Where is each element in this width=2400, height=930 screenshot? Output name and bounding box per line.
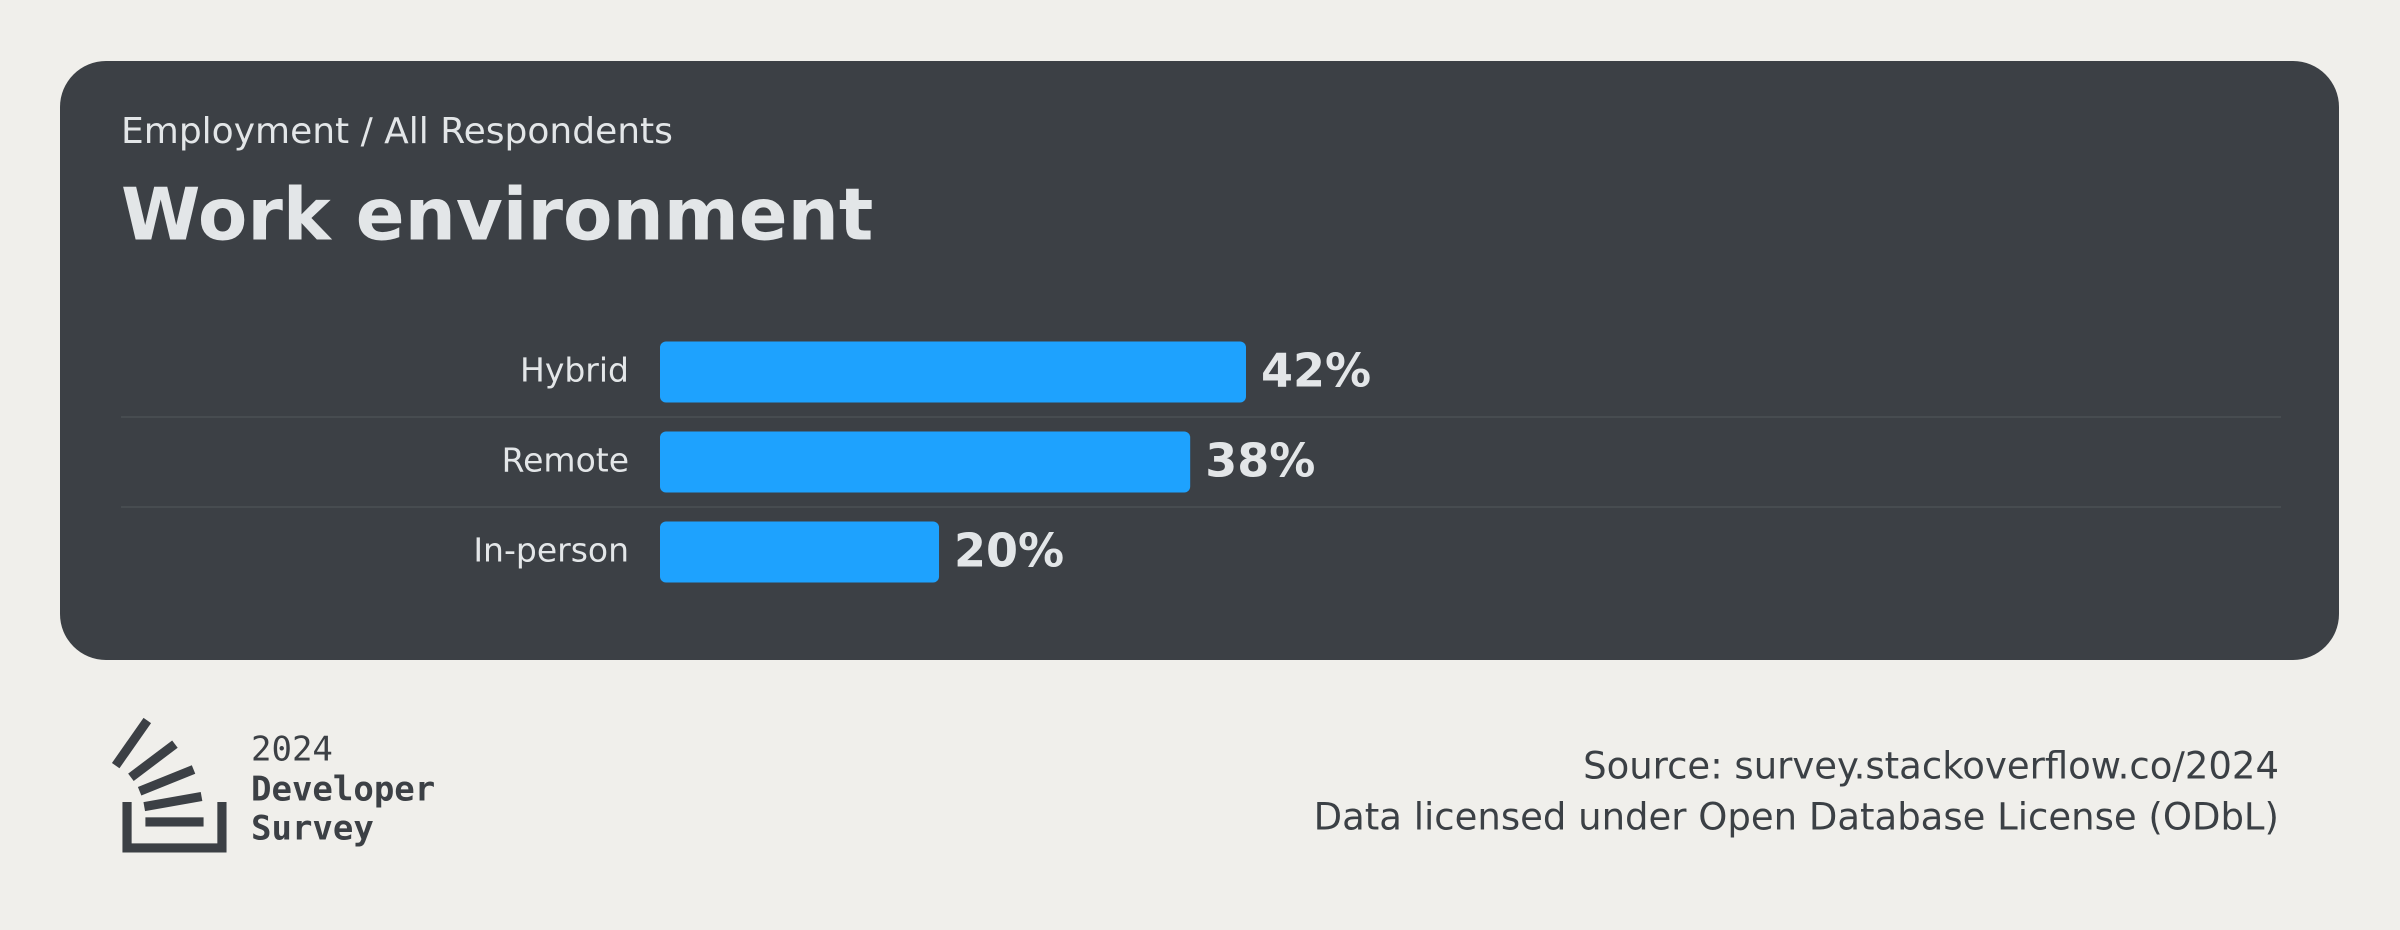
plot-area: Hybrid 42% Remote 38% In-person 20% <box>121 341 2281 583</box>
logo-text: Survey <box>251 809 374 849</box>
license-note: Data licensed under Open Database Licens… <box>1314 796 2279 839</box>
bar <box>660 521 940 583</box>
logo-year: 2024 <box>251 730 333 770</box>
category-label: Hybrid <box>520 351 629 390</box>
value-label: 42% <box>1261 344 1371 398</box>
logo-icon <box>111 717 227 853</box>
value-label: 20% <box>954 524 1064 578</box>
value-label: 38% <box>1205 434 1315 488</box>
bar <box>660 341 1246 403</box>
category-label: In-person <box>473 531 629 570</box>
logo-text: Developer <box>251 770 435 810</box>
source-note: Source: survey.stackoverflow.co/2024 <box>1583 745 2279 788</box>
chart-subtitle: Employment / All Respondents <box>121 111 673 152</box>
chart-title: Work environment <box>121 173 873 257</box>
category-label: Remote <box>502 441 629 480</box>
bar <box>660 431 1191 493</box>
